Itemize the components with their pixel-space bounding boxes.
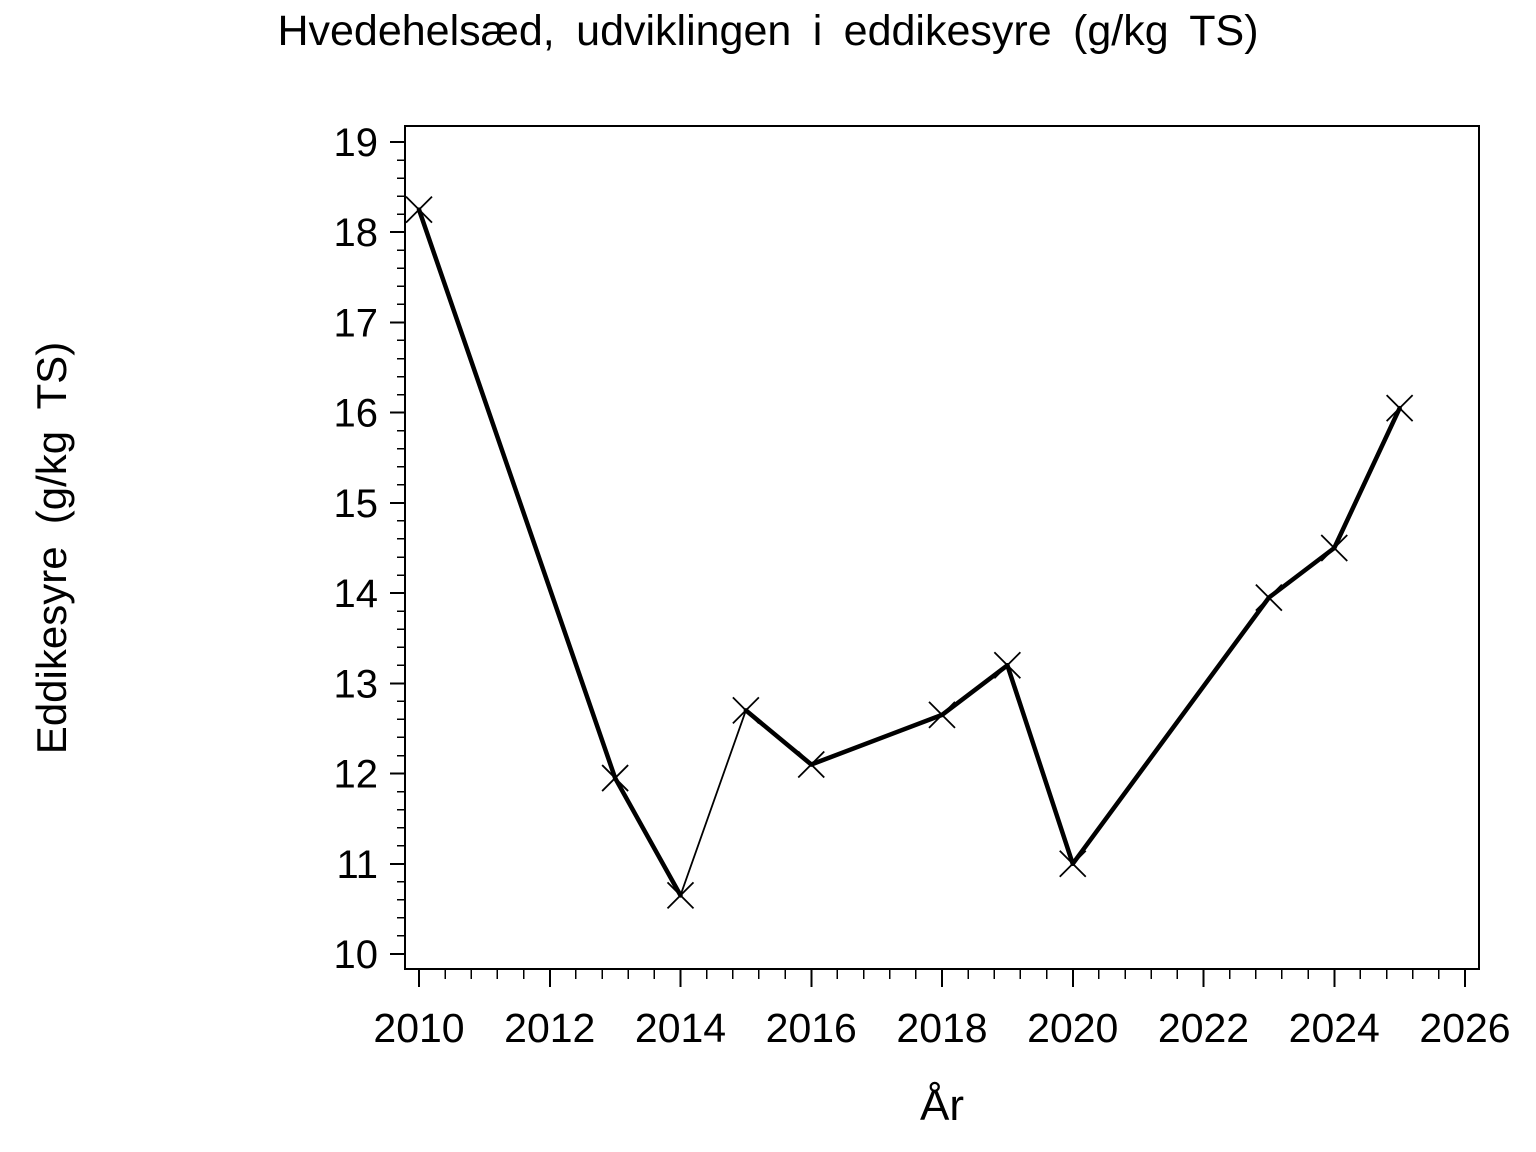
y-tick-label: 11	[336, 843, 378, 887]
series-line-segment	[1005, 663, 1075, 867]
x-tick-label: 2022	[1158, 1005, 1249, 1051]
data-point-marker	[1255, 583, 1283, 612]
data-point-marker	[1059, 850, 1087, 878]
x-tick-label: 2016	[766, 1005, 857, 1051]
data-point-marker	[732, 696, 760, 725]
series-line-segment	[939, 663, 1010, 718]
y-tick-label: 13	[334, 662, 379, 706]
data-point-marker	[601, 764, 629, 792]
y-tick-label: 14	[334, 572, 379, 616]
y-tick-label: 16	[334, 392, 379, 436]
y-tick-label: 19	[334, 121, 379, 165]
x-tick-label: 2014	[635, 1005, 726, 1051]
chart-title: Hvedehelsæd, udviklingen i eddikesyre (g…	[277, 7, 1259, 55]
series-line-segment	[416, 207, 618, 781]
y-tick-label: 15	[334, 482, 379, 526]
series-line-segment	[809, 712, 945, 767]
x-tick-label: 2024	[1289, 1005, 1380, 1051]
data-point-marker	[405, 196, 433, 224]
series-line-segment	[679, 709, 747, 897]
series-line-segment	[1070, 595, 1272, 867]
series-line-segment	[1332, 405, 1402, 551]
y-tick-label: 18	[334, 211, 379, 255]
data-point-marker	[1385, 394, 1414, 422]
x-axis-title: År	[920, 1081, 964, 1130]
y-tick-label: 12	[334, 753, 379, 797]
data-point-marker	[797, 750, 825, 779]
x-tick-label: 2020	[1027, 1005, 1118, 1051]
data-point-marker	[666, 881, 695, 909]
series-line-segment	[1266, 545, 1337, 600]
data-point-marker	[993, 651, 1022, 679]
series-line-segment	[612, 775, 683, 898]
data-point-marker	[1320, 534, 1348, 562]
data-point-marker	[928, 701, 956, 729]
x-tick-label: 2026	[1419, 1005, 1510, 1051]
x-tick-label: 2018	[896, 1005, 987, 1051]
y-tick-label: 17	[334, 301, 379, 345]
x-tick-label: 2012	[504, 1005, 595, 1051]
series-line-segment	[743, 708, 814, 767]
y-tick-label: 10	[334, 933, 379, 977]
plot-frame	[404, 125, 1480, 970]
x-tick-label: 2010	[373, 1005, 464, 1051]
